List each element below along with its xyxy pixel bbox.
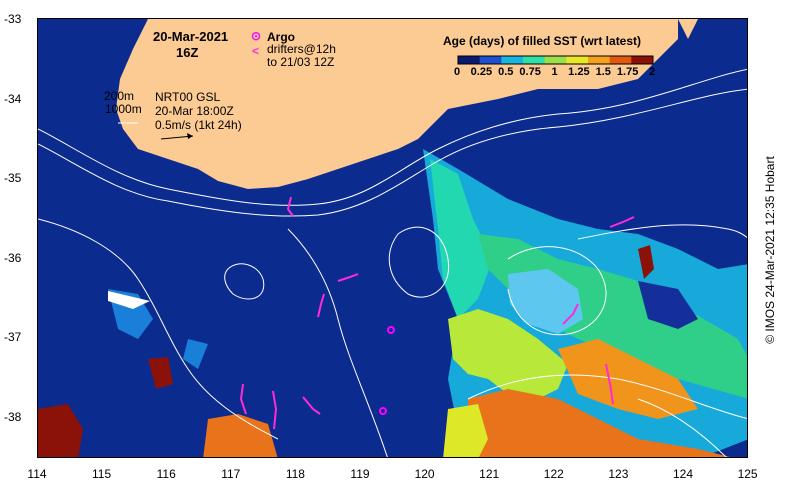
colorbar-title: Age (days) of filled SST (wrt latest) [443, 34, 642, 48]
product-time-label: 20-Mar 18:00Z [155, 104, 234, 118]
colorbar-swatch [588, 56, 611, 64]
colorbar-swatch [501, 56, 524, 64]
colorbar-swatch [566, 56, 589, 64]
argo-float [379, 407, 387, 415]
y-tick-label: -35 [4, 171, 22, 185]
colorbar-swatch [631, 56, 654, 64]
colorbar-outline [457, 55, 654, 65]
colorbar-tick-label: 0.75 [519, 66, 541, 78]
patch-white-west [108, 291, 150, 309]
drifter-track [302, 396, 321, 415]
drifter-track [609, 216, 635, 228]
x-tick-label: 117 [221, 467, 241, 481]
argo-float [387, 326, 395, 334]
patch-cyan-mid [183, 339, 208, 369]
ssh-contour-4 [287, 228, 388, 457]
colorbar-tick-label: 1 [551, 66, 558, 78]
map-canvas [38, 19, 747, 457]
y-tick-label: -33 [4, 12, 22, 26]
land-coast-top [678, 19, 698, 39]
colorbar-swatch [523, 56, 546, 64]
colorbar-tick-label: 0 [453, 66, 461, 78]
colorbar-swatch [544, 56, 567, 64]
patch-yellowgreen [448, 309, 568, 404]
colorbar-swatch [479, 56, 502, 64]
x-tick-label: 114 [27, 467, 47, 481]
x-tick-label: 124 [672, 467, 694, 481]
ssh-contour-5 [507, 246, 607, 336]
sst-map [37, 18, 748, 458]
drifter-legend-label-2: to 21/03 12Z [267, 55, 335, 69]
credit-label: © IMOS 24-Mar-2021 12:35 Hobart [763, 156, 777, 344]
argo-legend-symbol: ⊙ [251, 29, 262, 43]
colorbar-tick-label: 2 [648, 66, 656, 78]
colorbar-tick-label: 1.25 [568, 66, 590, 78]
x-tick-label: 119 [350, 467, 370, 481]
x-tick-label: 123 [608, 467, 629, 481]
y-tick-label: -37 [4, 330, 22, 344]
drifter-track [562, 303, 579, 325]
drifter-track [239, 383, 247, 415]
sst-age-patches [38, 149, 747, 457]
velocity-scale-label: 0.5m/s (1kt 24h) [155, 118, 242, 132]
argo-floats [379, 326, 395, 415]
x-tick-label: 121 [479, 467, 500, 481]
colorbar-swatch [458, 56, 481, 64]
x-tick-label: 116 [156, 467, 176, 481]
drifter-legend-symbol: < [252, 44, 260, 58]
ssh-contour-8 [637, 398, 727, 457]
y-tick-label: -38 [4, 409, 22, 424]
contour-200m [38, 68, 747, 206]
colorbar-tick-label: 0.5 [498, 66, 514, 78]
patch-orange-2 [558, 339, 698, 419]
patch-darkred-sw [38, 404, 83, 457]
velocity-scale-arrowhead [187, 133, 193, 139]
patch-darkred-east [638, 245, 654, 279]
hour-label: 16Z [176, 45, 199, 60]
date-label: 20-Mar-2021 [153, 29, 229, 44]
x-tick-label: 115 [92, 467, 112, 481]
contour-200-label: 200m [104, 89, 135, 103]
drifter-tracks [239, 196, 635, 430]
colorbar-tick-label: 0.25 [470, 66, 493, 78]
colorbar-swatch [609, 56, 632, 64]
patch-darkblue-east [638, 281, 698, 329]
patch-orange-sw [203, 414, 278, 457]
bathymetry-contours [38, 68, 747, 457]
patch-yellow [443, 404, 488, 457]
x-tick-label: 122 [543, 467, 564, 481]
colorbar [457, 55, 654, 65]
drifter-track [337, 273, 359, 282]
patch-lightblue [508, 269, 583, 334]
ssh-contour-3 [38, 218, 279, 440]
ssh-contour-1 [224, 263, 265, 300]
x-tick-label: 125 [737, 467, 758, 481]
ssh-contour-2 [388, 226, 450, 298]
contour-1000m [38, 88, 747, 217]
x-tick-label: 120 [414, 467, 435, 481]
product-label: NRT00 GSL [155, 90, 221, 104]
colorbar-tick-label: 1.75 [616, 66, 639, 78]
patch-teal [430, 159, 493, 319]
x-tick-label: 118 [285, 467, 305, 481]
drifter-legend-label-1: drifters@12h [267, 42, 336, 56]
drifter-track [272, 390, 278, 430]
colorbar-tick-label: 1.5 [595, 66, 611, 78]
argo-legend-label: Argo [267, 30, 295, 44]
y-tick-label: -36 [4, 250, 22, 265]
drifter-track [605, 363, 614, 405]
patch-orange [468, 389, 730, 457]
drifter-track [317, 293, 325, 318]
contour-1000-label: 1000m [105, 102, 142, 116]
ssh-contour-6 [467, 374, 747, 419]
patch-darkred-west [148, 357, 173, 389]
ssh-contour-7 [577, 224, 747, 240]
y-tick-label: -34 [4, 91, 22, 106]
drifter-track [286, 196, 294, 217]
